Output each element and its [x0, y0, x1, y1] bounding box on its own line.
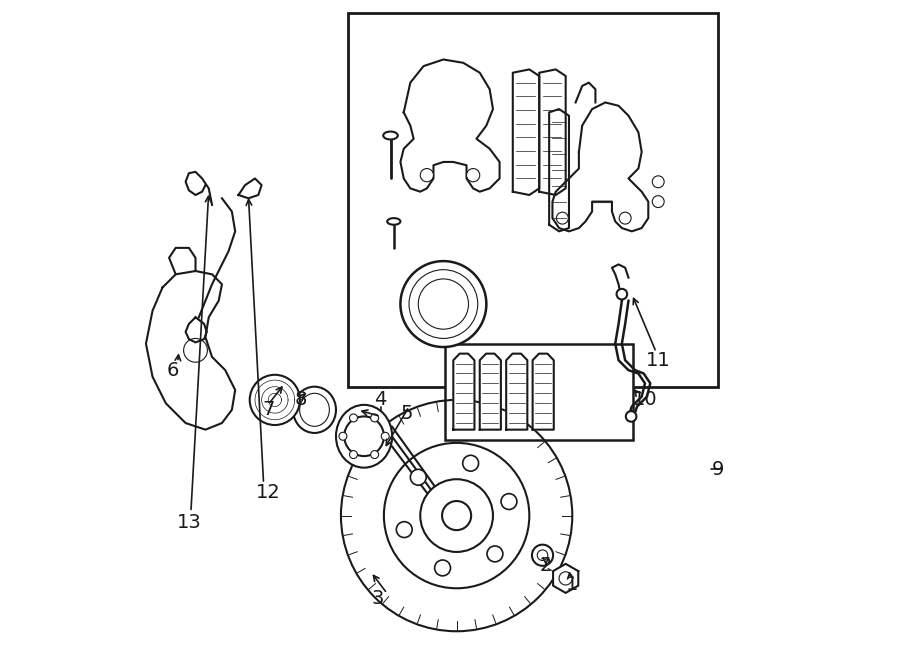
Circle shape [249, 375, 300, 425]
Circle shape [410, 469, 427, 485]
Circle shape [556, 212, 568, 224]
Ellipse shape [383, 132, 398, 139]
Circle shape [349, 451, 357, 459]
Text: 4: 4 [374, 391, 387, 409]
Circle shape [371, 414, 379, 422]
Circle shape [532, 545, 554, 566]
Circle shape [349, 414, 357, 422]
Circle shape [400, 261, 486, 347]
Circle shape [344, 416, 384, 456]
Text: 13: 13 [176, 513, 202, 531]
Ellipse shape [293, 387, 336, 433]
Circle shape [466, 169, 480, 182]
Circle shape [371, 451, 379, 459]
Circle shape [652, 196, 664, 208]
Circle shape [559, 572, 572, 585]
Circle shape [501, 494, 517, 510]
Circle shape [420, 479, 493, 552]
Circle shape [619, 212, 631, 224]
Ellipse shape [336, 405, 392, 468]
Polygon shape [539, 69, 566, 195]
Polygon shape [480, 354, 501, 430]
Text: 6: 6 [166, 361, 178, 379]
Circle shape [487, 546, 503, 562]
Circle shape [435, 560, 451, 576]
Text: 12: 12 [256, 483, 281, 502]
Circle shape [184, 338, 207, 362]
Text: 1: 1 [566, 576, 579, 594]
Polygon shape [400, 59, 500, 192]
Circle shape [339, 432, 346, 440]
Text: 10: 10 [633, 391, 657, 409]
Text: 3: 3 [371, 589, 383, 607]
Bar [445, 344, 633, 440]
Bar [347, 13, 717, 387]
Circle shape [626, 411, 636, 422]
Circle shape [420, 169, 434, 182]
Polygon shape [553, 102, 648, 231]
Text: 9: 9 [712, 460, 724, 479]
Circle shape [616, 289, 627, 299]
Text: 5: 5 [400, 404, 413, 422]
Text: 8: 8 [295, 391, 308, 409]
Ellipse shape [300, 393, 329, 426]
Polygon shape [549, 109, 569, 231]
Circle shape [396, 522, 412, 537]
Text: 7: 7 [262, 401, 274, 419]
Polygon shape [513, 69, 539, 195]
Ellipse shape [387, 218, 400, 225]
Circle shape [652, 176, 664, 188]
Circle shape [382, 432, 389, 440]
Polygon shape [506, 354, 527, 430]
Circle shape [442, 501, 472, 530]
Polygon shape [146, 271, 235, 430]
Text: 11: 11 [646, 351, 670, 369]
Polygon shape [554, 564, 579, 593]
Polygon shape [533, 354, 554, 430]
Polygon shape [454, 354, 474, 430]
Circle shape [463, 455, 479, 471]
Text: 2: 2 [540, 556, 552, 574]
